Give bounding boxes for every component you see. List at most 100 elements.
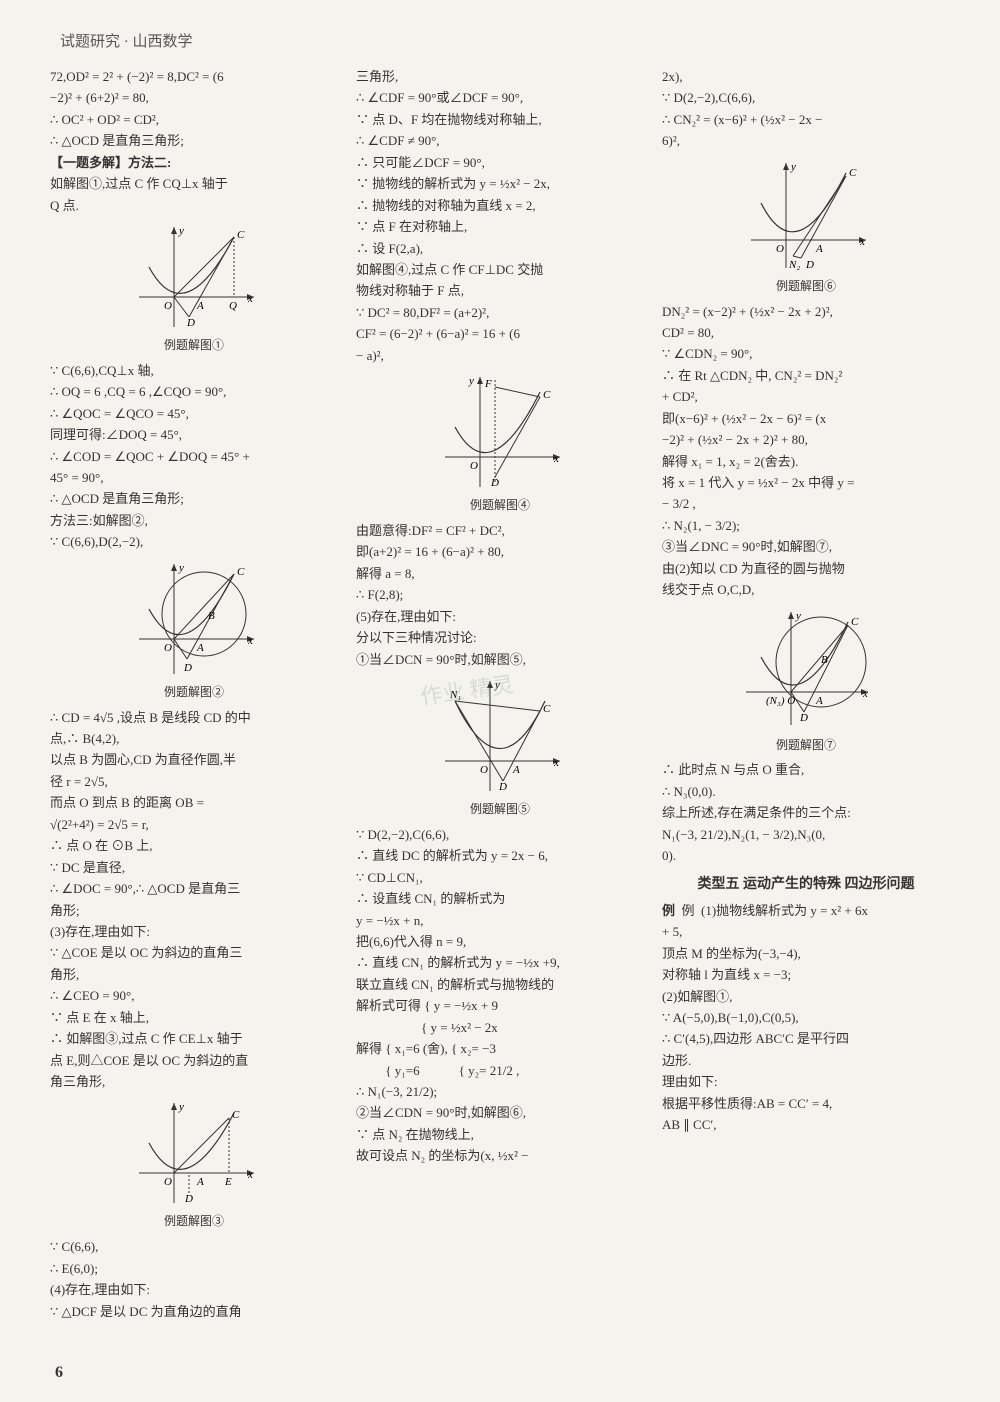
text-line: 解得 a = 8, bbox=[356, 563, 644, 584]
text-line: CF² = (6−2)² + (6−a)² = 16 + (6 bbox=[356, 323, 644, 344]
figure-1: C O A Q D x y bbox=[50, 222, 338, 332]
text-line: ∴ CN₂² = (x−6)² + (½x² − 2x − bbox=[662, 109, 950, 130]
svg-text:C: C bbox=[543, 703, 551, 715]
text-line: 角形; bbox=[50, 900, 338, 921]
svg-text:D: D bbox=[490, 477, 499, 489]
text-line: 解得 x₁ = 1, x₂ = 2(舍去). bbox=[662, 451, 950, 472]
text-line: ∵ △DCF 是以 DC 为直角边的直角 bbox=[50, 1301, 338, 1322]
example-label: 例 bbox=[662, 903, 675, 918]
text-line: ∴ ∠CDF ≠ 90°, bbox=[356, 130, 644, 151]
text-line: 把(6,6)代入得 n = 9, bbox=[356, 931, 644, 952]
text-line: (2)如解图①, bbox=[662, 986, 950, 1007]
text-line: ∵ 点 F 在对称轴上, bbox=[356, 216, 644, 237]
text-line: ∵ C(6,6),D(2,−2), bbox=[50, 531, 338, 552]
svg-text:A: A bbox=[196, 642, 204, 654]
svg-text:x: x bbox=[247, 1169, 253, 1181]
text-line: 理由如下: bbox=[662, 1071, 950, 1092]
text-line: ∵ 点 N₂ 在抛物线上, bbox=[356, 1124, 644, 1145]
svg-text:C: C bbox=[543, 389, 551, 401]
svg-text:B: B bbox=[208, 610, 215, 622]
text-line: 对称轴 l 为直线 x = −3; bbox=[662, 964, 950, 985]
svg-text:A: A bbox=[815, 243, 823, 255]
text-line: 即(a+2)² = 16 + (6−a)² + 80, bbox=[356, 541, 644, 562]
text-line: 45° = 90°, bbox=[50, 467, 338, 488]
text-line: 解得 { x₁=6 (舍), { x₂= −3 bbox=[356, 1038, 644, 1059]
text-line: ∵ C(6,6),CQ⊥x 轴, bbox=[50, 360, 338, 381]
text-line: 72,OD² = 2² + (−2)² = 8,DC² = (6 bbox=[50, 66, 338, 87]
svg-text:O: O bbox=[164, 1176, 172, 1188]
text-line: ∵ 抛物线的解析式为 y = ½x² − 2x, bbox=[356, 173, 644, 194]
text-line: 物线对称轴于 F 点, bbox=[356, 280, 644, 301]
figure-2: C O A B D x y bbox=[50, 559, 338, 679]
text-line: ∵ C(6,6), bbox=[50, 1236, 338, 1257]
text-line: 即(x−6)² + (½x² − 2x − 6)² = (x bbox=[662, 408, 950, 429]
svg-text:D: D bbox=[183, 662, 192, 674]
svg-text:(N₃) O: (N₃) O bbox=[766, 695, 795, 707]
text-line: 三角形, bbox=[356, 66, 644, 87]
figure-6-caption: 例题解图⑥ bbox=[662, 277, 950, 297]
method-heading: 【一题多解】方法二: bbox=[50, 152, 338, 173]
svg-text:x: x bbox=[553, 757, 559, 769]
text-line: 而点 O 到点 B 的距离 OB = bbox=[50, 792, 338, 813]
column-2: 三角形, ∴ ∠CDF = 90°或∠DCF = 90°, ∵ 点 D、F 均在… bbox=[356, 66, 644, 1322]
svg-text:O: O bbox=[776, 243, 784, 255]
text-line: 如解图①,过点 C 作 CQ⊥x 轴于 bbox=[50, 173, 338, 194]
text-line: CD² = 80, bbox=[662, 322, 950, 343]
svg-text:y: y bbox=[494, 679, 500, 691]
svg-text:D: D bbox=[498, 781, 507, 793]
column-1: 72,OD² = 2² + (−2)² = 8,DC² = (6 −2)² + … bbox=[50, 66, 338, 1322]
svg-text:D: D bbox=[184, 1193, 193, 1205]
svg-text:C: C bbox=[849, 167, 857, 179]
text-line: 故可设点 N₂ 的坐标为(x, ½x² − bbox=[356, 1145, 644, 1166]
content-columns: 72,OD² = 2² + (−2)² = 8,DC² = (6 −2)² + … bbox=[50, 66, 950, 1322]
text-line: ∴ △OCD 是直角三角形; bbox=[50, 488, 338, 509]
text-line: ∵ ∠CDN₂ = 90°, bbox=[662, 343, 950, 364]
text-line: ∴ OQ = 6 ,CQ = 6 ,∠CQO = 90°, bbox=[50, 381, 338, 402]
text-line: 以点 B 为圆心,CD 为直径作圆,半 bbox=[50, 749, 338, 770]
text-line: ∵ A(−5,0),B(−1,0),C(0,5), bbox=[662, 1007, 950, 1028]
text-line: N₁(−3, 21/2),N₂(1, − 3/2),N₃(0, bbox=[662, 824, 950, 845]
svg-text:O: O bbox=[164, 642, 172, 654]
text-line: ∴ 如解图③,过点 C 作 CE⊥x 轴于 bbox=[50, 1028, 338, 1049]
svg-text:x: x bbox=[859, 236, 865, 248]
column-3: 2x), ∵ D(2,−2),C(6,6), ∴ CN₂² = (x−6)² +… bbox=[662, 66, 950, 1322]
svg-text:F: F bbox=[484, 378, 492, 390]
text-line: − 3/2 , bbox=[662, 493, 950, 514]
figure-7-caption: 例题解图⑦ bbox=[662, 736, 950, 756]
text-line: 根据平移性质得:AB = CC′ = 4, bbox=[662, 1093, 950, 1114]
text-line: + 5, bbox=[662, 921, 950, 942]
figure-5-caption: 例题解图⑤ bbox=[356, 800, 644, 820]
svg-text:y: y bbox=[795, 610, 801, 622]
svg-text:y: y bbox=[178, 562, 184, 574]
svg-text:D: D bbox=[186, 317, 195, 329]
text-line: ②当∠CDN = 90°时,如解图⑥, bbox=[356, 1102, 644, 1123]
text-line: √(2²+4²) = 2√5 = r, bbox=[50, 814, 338, 835]
figure-3-caption: 例题解图③ bbox=[50, 1212, 338, 1232]
text-line: { y₁=6 { y₂= 21/2 , bbox=[356, 1060, 644, 1081]
svg-text:A: A bbox=[196, 1176, 204, 1188]
figure-6: C O A N₂ D x y bbox=[662, 158, 950, 273]
figure-5: C N₁ O A D x y bbox=[356, 676, 644, 796]
text-line: ∴ CD = 4√5 ,设点 B 是线段 CD 的中 bbox=[50, 707, 338, 728]
text-line: ∴ E(6,0); bbox=[50, 1258, 338, 1279]
figure-2-caption: 例题解图② bbox=[50, 683, 338, 703]
text-line: { y = ½x² − 2x bbox=[356, 1017, 644, 1038]
text-line: ①当∠DCN = 90°时,如解图⑤, bbox=[356, 649, 644, 670]
text-line: ∴ 设直线 CN₁ 的解析式为 bbox=[356, 888, 644, 909]
text-line: 2x), bbox=[662, 66, 950, 87]
text-line: 角形, bbox=[50, 964, 338, 985]
svg-text:E: E bbox=[224, 1176, 232, 1188]
text-line: ∴ 直线 CN₁ 的解析式为 y = −½x +9, bbox=[356, 952, 644, 973]
text-line: 0). bbox=[662, 845, 950, 866]
text-line: ∵ DC 是直径, bbox=[50, 857, 338, 878]
text-line: − a)², bbox=[356, 345, 644, 366]
svg-text:Q: Q bbox=[229, 300, 237, 312]
text-line: 方法三:如解图②, bbox=[50, 510, 338, 531]
text-line: ∴ ∠DOC = 90°,∴ △OCD 是直角三 bbox=[50, 878, 338, 899]
text-line: (4)存在,理由如下: bbox=[50, 1279, 338, 1300]
text-line: ∴ ∠QOC = ∠QCO = 45°, bbox=[50, 403, 338, 424]
text-line: ∴ ∠CEO = 90°, bbox=[50, 985, 338, 1006]
text-line: ③当∠DNC = 90°时,如解图⑦, bbox=[662, 536, 950, 557]
text-line: 联立直线 CN₁ 的解析式与抛物线的 bbox=[356, 974, 644, 995]
text-line: ∴ N₂(1, − 3/2); bbox=[662, 515, 950, 536]
